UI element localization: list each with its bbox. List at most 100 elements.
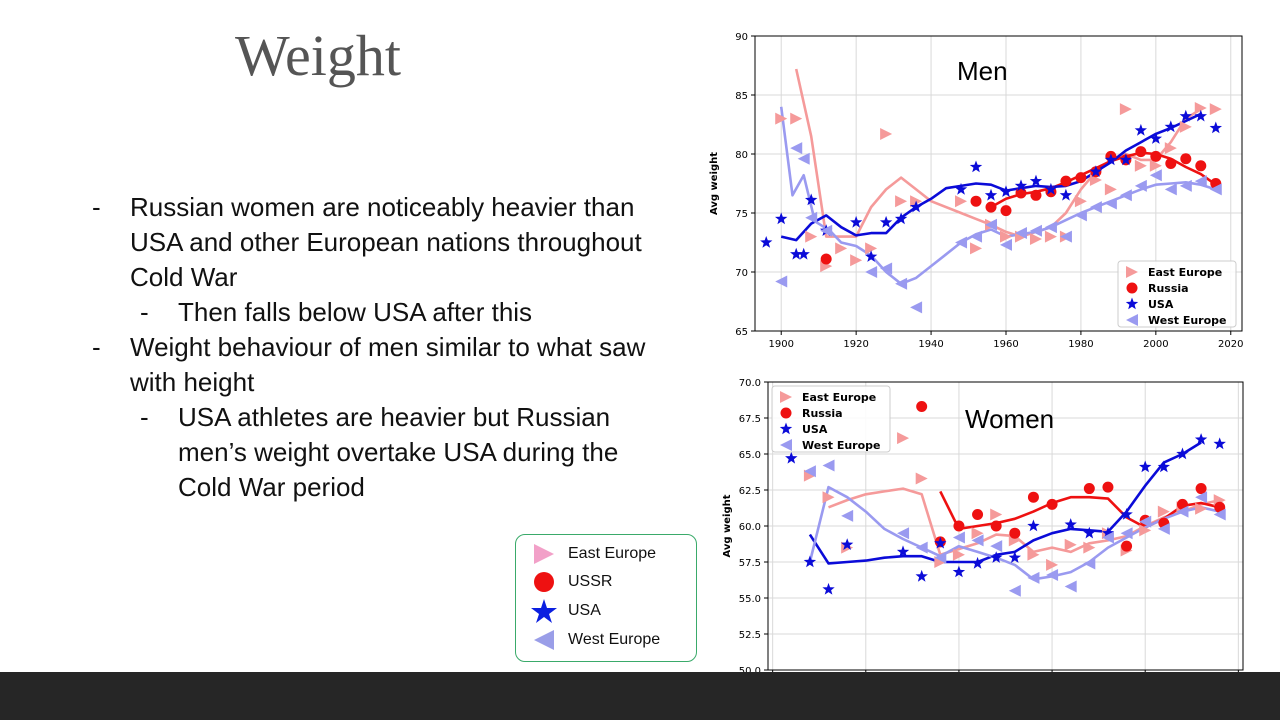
data-point-star <box>999 185 1013 197</box>
y-tick-label: 70 <box>735 268 748 279</box>
data-point-triangle-left <box>1134 179 1147 192</box>
chart-legend-label: Russia <box>802 407 843 420</box>
legend-item-west-europe: West Europe <box>530 628 660 652</box>
data-point-triangle-right <box>1104 183 1117 196</box>
data-point-triangle-left <box>1044 221 1057 234</box>
data-point-triangle-left <box>1157 522 1170 535</box>
data-point-circle <box>972 508 984 520</box>
data-point-triangle-right <box>999 230 1012 243</box>
data-point-star <box>1149 132 1162 144</box>
data-point-star <box>1125 297 1139 310</box>
y-tick-label: 80 <box>735 150 748 161</box>
data-point-triangle-left <box>880 262 893 275</box>
legend-item-usa: USA <box>530 599 601 623</box>
data-point-star <box>1101 526 1115 539</box>
plot-area-frame <box>767 381 1244 671</box>
y-tick-label: 55.0 <box>739 594 761 605</box>
chart-legend: East Europe Russia USA West Europe <box>771 385 891 453</box>
data-point-circle <box>1121 540 1133 552</box>
data-point-star <box>1209 121 1222 134</box>
data-point-star <box>954 182 968 195</box>
chart-legend-label: USA <box>1148 298 1174 311</box>
data-point-triangle-left <box>1101 531 1114 544</box>
y-tick-label: 50.0 <box>739 666 761 677</box>
data-point-triangle-left <box>1120 527 1133 540</box>
trend-line-triangle-left <box>779 106 1217 286</box>
data-point-triangle-left <box>1213 508 1226 521</box>
data-point-triangle-left <box>1139 515 1152 528</box>
bullet-list: - Russian women are noticeably heavier th… <box>92 190 672 505</box>
data-point-triangle-right <box>1044 230 1057 243</box>
y-tick-label: 67.5 <box>739 414 761 425</box>
data-point-circle <box>953 520 965 532</box>
data-point-star <box>864 250 878 262</box>
data-point-star <box>879 215 893 228</box>
data-point-triangle-left <box>797 152 810 165</box>
data-point-triangle-right <box>990 508 1003 521</box>
triangle-left-icon <box>534 630 554 650</box>
data-point-star <box>775 212 788 225</box>
data-point-triangle-right <box>880 127 893 140</box>
data-point-circle <box>916 400 928 412</box>
data-point-triangle-right <box>952 548 965 561</box>
data-point-star <box>1014 179 1028 192</box>
series-points-triangle-left <box>803 459 1226 597</box>
data-point-triangle-left <box>841 509 854 522</box>
data-point-star <box>1194 433 1208 445</box>
data-point-circle <box>1083 483 1095 495</box>
data-point-star <box>760 236 773 248</box>
data-point-triangle-left <box>999 238 1012 251</box>
star-icon <box>531 599 557 623</box>
x-tick-label: 1940 <box>918 339 943 350</box>
chart-legend-label: East Europe <box>802 391 876 404</box>
chart-legend-label: East Europe <box>1148 266 1222 279</box>
data-point-triangle-right <box>971 527 984 540</box>
data-point-triangle-right <box>1157 505 1170 518</box>
data-point-circle <box>1027 491 1039 503</box>
data-point-triangle-right <box>1074 195 1087 208</box>
men-weight-chart: 1900 1920 1940 1960 1980 2000 2020 65 70 75 80 85 90… <box>705 25 1260 355</box>
y-tick-label: 65.0 <box>739 450 761 461</box>
data-point-star <box>841 538 854 550</box>
data-point-triangle-left <box>1064 580 1077 593</box>
legend-label: USSR <box>568 573 613 590</box>
data-point-triangle-right <box>895 195 908 208</box>
data-point-triangle-left <box>934 551 947 564</box>
data-point-triangle-right <box>805 230 818 243</box>
data-point-triangle-right <box>780 391 792 403</box>
x-tick-label: 1960 <box>993 339 1018 350</box>
data-point-star <box>969 160 983 173</box>
data-point-triangle-left <box>1176 505 1189 518</box>
data-point-circle <box>1102 481 1114 493</box>
y-tick-label: 57.5 <box>739 558 761 569</box>
data-point-triangle-left <box>1119 189 1132 202</box>
data-point-circle <box>1015 187 1027 199</box>
data-point-circle <box>1195 483 1207 495</box>
slide-legend: East Europe USSR USA West Europe <box>515 534 697 662</box>
data-point-star <box>1157 460 1170 473</box>
data-point-triangle-left <box>780 439 792 451</box>
data-point-triangle-left <box>775 275 788 288</box>
data-point-triangle-left <box>910 301 923 314</box>
data-point-triangle-left <box>985 218 998 231</box>
data-point-triangle-left <box>1089 201 1102 214</box>
data-point-triangle-left <box>897 527 910 540</box>
data-point-star <box>1179 109 1192 122</box>
chart-title: Men <box>957 56 1008 86</box>
data-point-star <box>850 215 863 228</box>
trend-line-circle <box>990 151 1217 209</box>
bullet-text: Weight behaviour of men similar to what … <box>130 332 646 397</box>
chart-legend: East Europe Russia USA West Europe <box>1117 260 1237 328</box>
data-point-triangle-left <box>1029 224 1042 237</box>
data-point-star <box>1044 182 1058 195</box>
series-points-triangle-left <box>775 142 1222 314</box>
legend-label: East Europe <box>568 545 657 562</box>
data-point-triangle-right <box>1046 558 1059 571</box>
data-point-star <box>1064 518 1077 530</box>
x-tick-label: 1900 <box>768 339 793 350</box>
y-tick-label: 75 <box>735 209 748 220</box>
series-points-circle <box>820 146 1222 265</box>
x-tick-label: 2000 <box>1143 339 1168 350</box>
data-point-triangle-left <box>1074 209 1087 222</box>
y-tick-label: 62.5 <box>739 486 761 497</box>
